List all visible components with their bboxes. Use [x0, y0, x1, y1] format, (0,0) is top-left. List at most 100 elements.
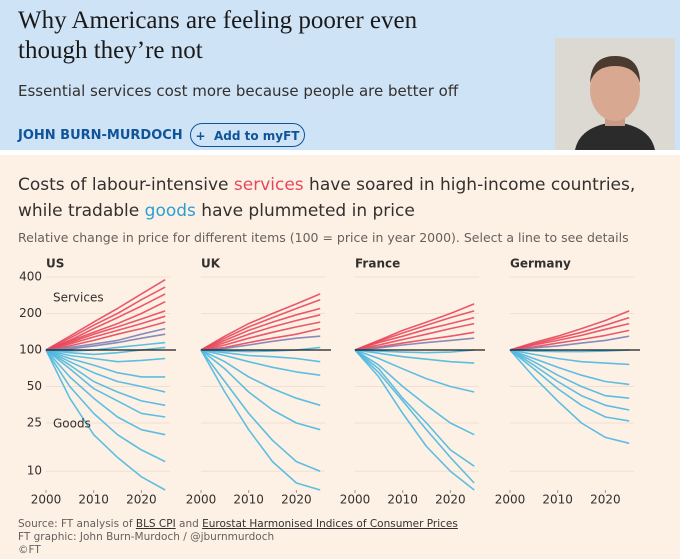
series-line[interactable]: [45, 279, 166, 351]
series-line[interactable]: [509, 349, 630, 399]
panel-title: US: [46, 257, 64, 271]
series-line[interactable]: [45, 315, 166, 351]
series-line[interactable]: [509, 316, 630, 351]
series-line[interactable]: [200, 349, 321, 376]
x-tick-label: 2010: [387, 493, 418, 507]
series-line[interactable]: [509, 329, 630, 351]
figure-subtitle: Relative change in price for different i…: [18, 230, 629, 245]
series-line[interactable]: [200, 349, 321, 363]
author-photo: [555, 38, 675, 150]
series-line[interactable]: [45, 349, 166, 418]
series-line[interactable]: [509, 349, 630, 411]
series-line[interactable]: [200, 314, 321, 351]
y-tick-label: 10: [27, 464, 42, 478]
series-line[interactable]: [45, 286, 166, 351]
series-line[interactable]: [354, 349, 475, 436]
title-part: services: [233, 175, 304, 195]
series-line[interactable]: [200, 298, 321, 351]
y-tick-label: 200: [19, 306, 42, 320]
series-line[interactable]: [509, 310, 630, 351]
series-line[interactable]: [45, 349, 166, 491]
series-line[interactable]: [509, 349, 630, 445]
x-tick-label: 2000: [31, 493, 62, 507]
series-line[interactable]: [509, 349, 630, 422]
credit: FT graphic: John Burn-Murdoch / @jburnmu…: [18, 531, 275, 543]
copyright: ©FT: [18, 544, 41, 556]
series-line[interactable]: [200, 327, 321, 351]
source-link[interactable]: BLS CPI: [135, 518, 176, 530]
source-link[interactable]: Eurostat Harmonised Indices of Consumer …: [202, 518, 458, 530]
series-line[interactable]: [45, 327, 166, 351]
chart-background: [0, 155, 680, 559]
series-line[interactable]: [45, 310, 166, 351]
series-line[interactable]: [509, 349, 630, 386]
series-line[interactable]: [509, 349, 630, 353]
series-line[interactable]: [354, 349, 475, 484]
series-line[interactable]: [45, 349, 166, 436]
series-line[interactable]: [45, 341, 166, 352]
x-tick-label: 2020: [590, 493, 621, 507]
series-line[interactable]: [354, 349, 475, 354]
figure-title: Costs of labour-intensive services have …: [18, 172, 668, 224]
series-line[interactable]: [509, 322, 630, 351]
panel-title: Germany: [510, 257, 571, 271]
x-tick-label: 2020: [126, 493, 157, 507]
source-text: and: [175, 518, 203, 530]
series-line[interactable]: [200, 349, 321, 491]
panel-title: UK: [201, 257, 221, 271]
series-line[interactable]: [200, 335, 321, 351]
series-line[interactable]: [354, 310, 475, 351]
headline: Why Americans are feeling poorer even th…: [18, 7, 418, 64]
series-line[interactable]: [45, 349, 166, 393]
x-tick-label: 2000: [340, 493, 371, 507]
title-part: goods: [144, 201, 196, 221]
author[interactable]: JOHN BURN-MURDOCH: [18, 128, 183, 143]
series-line[interactable]: [45, 333, 166, 351]
y-tick-label: 50: [27, 379, 42, 393]
article-header: Why Americans are feeling poorer even th…: [0, 0, 680, 150]
series-line[interactable]: [354, 349, 475, 467]
standfirst: Essential services cost more because peo…: [18, 82, 459, 100]
series-line[interactable]: [354, 331, 475, 351]
x-tick-label: 2000: [495, 493, 526, 507]
button-label[interactable]: Add to myFT: [213, 129, 300, 143]
x-tick-label: 2000: [186, 493, 217, 507]
y-tick-label: 400: [19, 270, 42, 284]
series-line[interactable]: [200, 293, 321, 351]
y-tick-label: 25: [27, 415, 42, 429]
series-line[interactable]: [509, 349, 630, 366]
series-line[interactable]: [354, 337, 475, 351]
panel-title: France: [355, 257, 400, 271]
series-line[interactable]: [509, 335, 630, 351]
series-line[interactable]: [45, 349, 166, 363]
add-button[interactable]: + Add to myFT: [190, 123, 305, 147]
series-line[interactable]: [45, 349, 166, 378]
series-line[interactable]: [200, 349, 321, 431]
series-line[interactable]: [354, 349, 475, 393]
title-part: Costs of labour-intensive: [18, 175, 234, 195]
series-line[interactable]: [354, 316, 475, 351]
series-line[interactable]: [354, 349, 475, 491]
annotation: Services: [53, 291, 104, 305]
series-line[interactable]: [45, 349, 166, 463]
series-line[interactable]: [200, 349, 321, 407]
x-tick-label: 2010: [542, 493, 573, 507]
series-line[interactable]: [45, 300, 166, 351]
title-part: have plummeted in price: [195, 201, 415, 221]
x-tick-label: 2020: [281, 493, 312, 507]
series-line[interactable]: [45, 349, 166, 407]
annotation: Goods: [53, 417, 91, 431]
series-line[interactable]: [45, 321, 166, 351]
series-line[interactable]: [200, 349, 321, 472]
series-line[interactable]: [200, 321, 321, 351]
plus-icon: +: [195, 129, 214, 143]
series-line[interactable]: [354, 322, 475, 351]
x-tick-label: 2020: [435, 493, 466, 507]
source-text: Source: FT analysis of: [18, 518, 136, 530]
title-part: have soared in high-income countries, wh…: [18, 175, 636, 221]
series-line[interactable]: [200, 307, 321, 351]
source: Source: FT analysis of BLS CPI and Euros…: [18, 518, 458, 557]
series-line[interactable]: [354, 349, 475, 364]
